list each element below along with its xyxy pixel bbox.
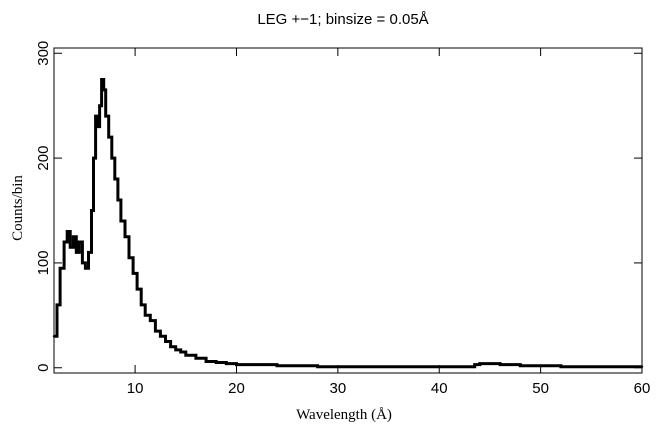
data-point <box>119 219 123 223</box>
chart-title: LEG +−1; binsize = 0.05Å <box>257 11 428 28</box>
data-point <box>72 235 75 238</box>
y-axis: 0 100 200 300 <box>35 41 642 372</box>
data-point <box>559 365 563 368</box>
series-line <box>54 78 642 369</box>
data-point <box>139 303 143 307</box>
data-point <box>123 235 127 238</box>
data-point <box>498 363 502 366</box>
data-point <box>488 362 492 365</box>
data-point <box>149 319 152 322</box>
data-point <box>215 361 218 364</box>
data-point <box>94 114 97 118</box>
data-point <box>438 365 441 368</box>
data-point <box>255 363 258 366</box>
data-point <box>174 348 177 352</box>
data-point <box>92 156 95 160</box>
data-point <box>225 362 228 365</box>
data-point <box>116 198 120 202</box>
data-point <box>98 104 101 107</box>
data-point <box>154 329 157 333</box>
data-point <box>131 272 135 275</box>
data-point <box>87 251 90 254</box>
y-axis-label: Counts/bin <box>10 175 26 241</box>
data-point <box>640 365 644 368</box>
data-point <box>164 340 167 343</box>
plot-frame <box>53 47 643 374</box>
data-point <box>135 287 139 291</box>
data-point <box>509 363 512 366</box>
data-point <box>107 135 110 139</box>
x-tick-label: 40 <box>431 380 448 397</box>
y-tick-label: 0 <box>35 364 52 372</box>
series-layer <box>52 78 644 369</box>
y-tick-label: 200 <box>35 146 52 171</box>
data-point <box>169 345 172 348</box>
data-point <box>194 357 198 360</box>
data-point <box>473 363 476 366</box>
data-point <box>104 114 107 118</box>
data-point <box>519 364 522 367</box>
data-point <box>387 365 390 368</box>
data-point <box>96 125 99 128</box>
data-point <box>620 365 623 368</box>
x-tick-label: 50 <box>532 380 549 397</box>
x-tick-label: 10 <box>127 380 144 397</box>
data-point <box>110 156 113 160</box>
data-point <box>127 256 131 259</box>
data-point <box>81 261 84 265</box>
data-point <box>78 240 81 244</box>
data-point <box>458 365 461 368</box>
y-tick-label: 300 <box>35 41 52 66</box>
data-point <box>69 245 72 249</box>
data-point <box>65 230 69 233</box>
y-tick-label: 100 <box>35 250 52 275</box>
data-point <box>102 88 105 92</box>
x-axis: 10 20 30 40 50 60 <box>127 48 651 397</box>
data-point <box>58 266 62 270</box>
data-point <box>296 364 299 367</box>
data-point <box>316 365 319 368</box>
data-point <box>275 364 279 367</box>
data-point <box>204 360 208 363</box>
data-point <box>235 363 238 366</box>
data-point <box>55 303 59 307</box>
x-axis-label: Wavelength (Å) <box>296 407 392 423</box>
data-point <box>75 251 78 254</box>
data-point <box>84 266 87 270</box>
x-tick-label: 20 <box>228 380 245 397</box>
data-point <box>336 365 340 368</box>
data-point <box>144 314 147 317</box>
data-point <box>90 209 93 212</box>
data-point <box>179 350 182 354</box>
data-point <box>52 335 56 338</box>
data-point <box>184 353 187 357</box>
data-point <box>113 177 117 181</box>
data-point <box>478 362 481 365</box>
data-point <box>539 364 542 367</box>
data-point <box>100 78 103 81</box>
data-point <box>159 335 162 338</box>
data-point <box>590 365 593 368</box>
x-tick-label: 60 <box>634 380 651 397</box>
x-tick-label: 30 <box>330 380 347 397</box>
data-point <box>62 240 66 244</box>
